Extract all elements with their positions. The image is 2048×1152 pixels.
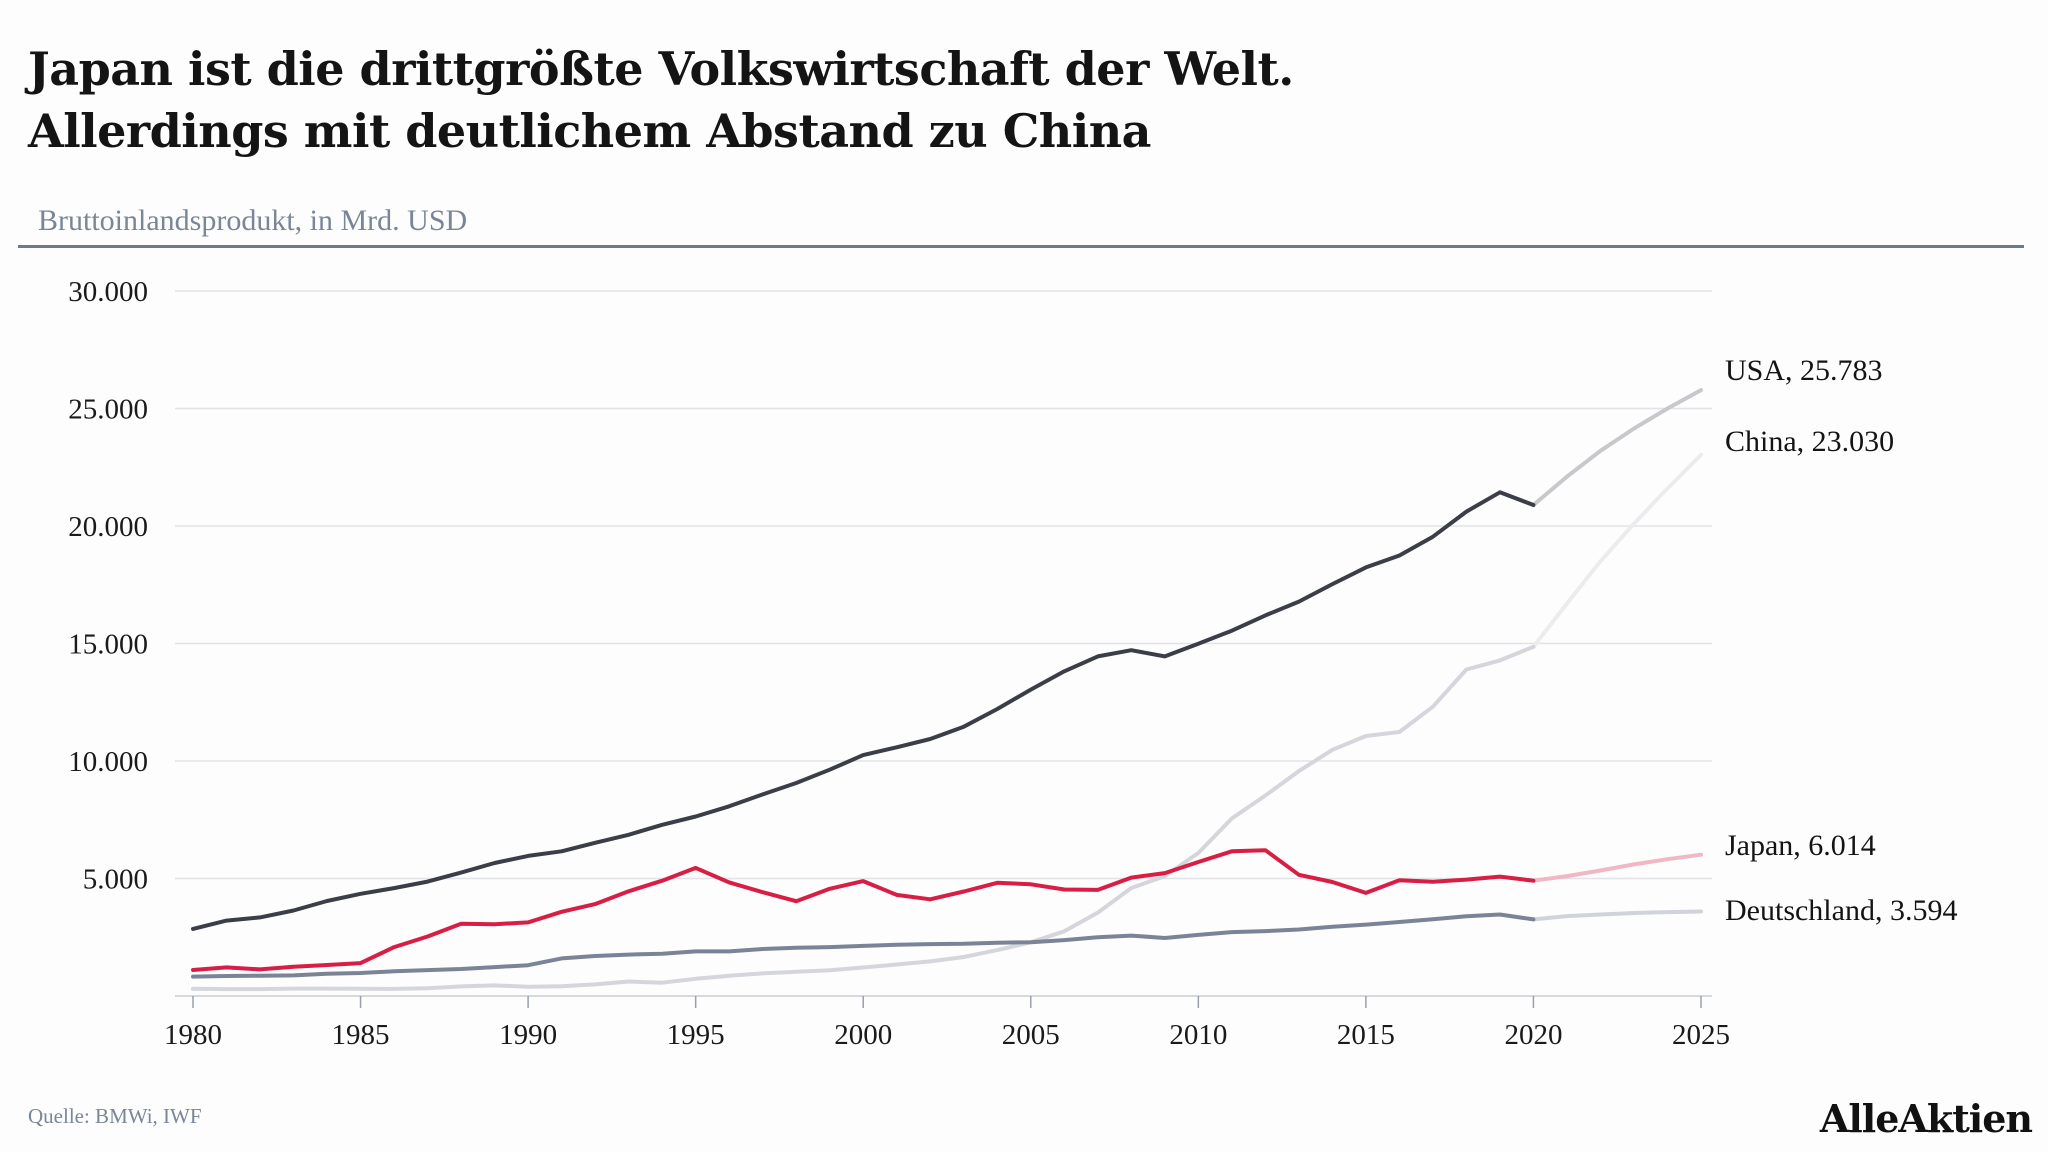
- y-tick-label: 25.000: [68, 394, 148, 426]
- x-tick-label: 1995: [667, 1019, 725, 1051]
- series-line-china: [191, 644, 1536, 992]
- x-tick-label: 2020: [1504, 1019, 1562, 1051]
- x-tick-label: 2025: [1672, 1019, 1730, 1051]
- x-tick-label: 2005: [1002, 1019, 1060, 1051]
- brand-logo: AlleAktien: [1819, 1096, 2033, 1141]
- y-tick-label: 20.000: [68, 511, 148, 543]
- y-tick-label: 30.000: [68, 276, 148, 308]
- series-line-deutschland-forecast: [1531, 909, 1703, 922]
- series-end-label-china: China, 23.030: [1725, 425, 1894, 458]
- x-tick-label: 2010: [1169, 1019, 1227, 1051]
- x-tick-label: 2015: [1337, 1019, 1395, 1051]
- series-end-label-usa: USA, 25.783: [1725, 354, 1883, 387]
- chart-subtitle: Bruttoinlandsprodukt, in Mrd. USD: [38, 204, 468, 237]
- chart-title: Japan ist die drittgrößte Volkswirtschaf…: [28, 38, 1294, 162]
- header-divider: [18, 245, 2024, 248]
- series-line-usa: [191, 490, 1536, 931]
- series-end-label-deutschland: Deutschland, 3.594: [1725, 894, 1957, 927]
- x-tick-label: 1990: [499, 1019, 557, 1051]
- source-note: Quelle: BMWi, IWF: [28, 1104, 202, 1128]
- series-line-japan-forecast: [1531, 852, 1703, 883]
- y-tick-label: 5.000: [83, 864, 148, 896]
- y-tick-label: 10.000: [68, 746, 148, 778]
- title-line-1: Japan ist die drittgrößte Volkswirtschaf…: [28, 42, 1294, 96]
- series-end-label-japan: Japan, 6.014: [1725, 829, 1876, 862]
- x-tick-label: 1980: [164, 1019, 222, 1051]
- title-line-2: Allerdings mit deutlichem Abstand zu Chi…: [28, 104, 1151, 158]
- series-line-deutschland: [191, 912, 1536, 979]
- series-line-china-forecast: [1531, 452, 1703, 649]
- series-line-japan: [191, 848, 1536, 972]
- x-tick-label: 1985: [332, 1019, 390, 1051]
- y-tick-label: 15.000: [68, 629, 148, 661]
- x-tick-label: 2000: [834, 1019, 892, 1051]
- series-line-usa-forecast: [1531, 388, 1703, 507]
